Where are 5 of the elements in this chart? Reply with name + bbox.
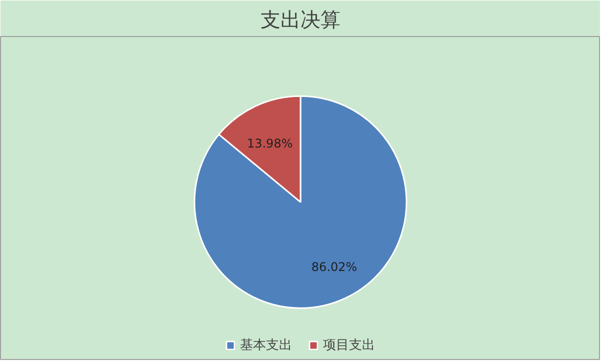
legend-label: 项目支出	[323, 337, 375, 354]
legend-label: 基本支出	[240, 337, 292, 354]
chart-title: 支出决算	[260, 8, 340, 32]
data-label: 86.02%	[311, 260, 358, 274]
data-label: 13.98%	[246, 136, 293, 150]
